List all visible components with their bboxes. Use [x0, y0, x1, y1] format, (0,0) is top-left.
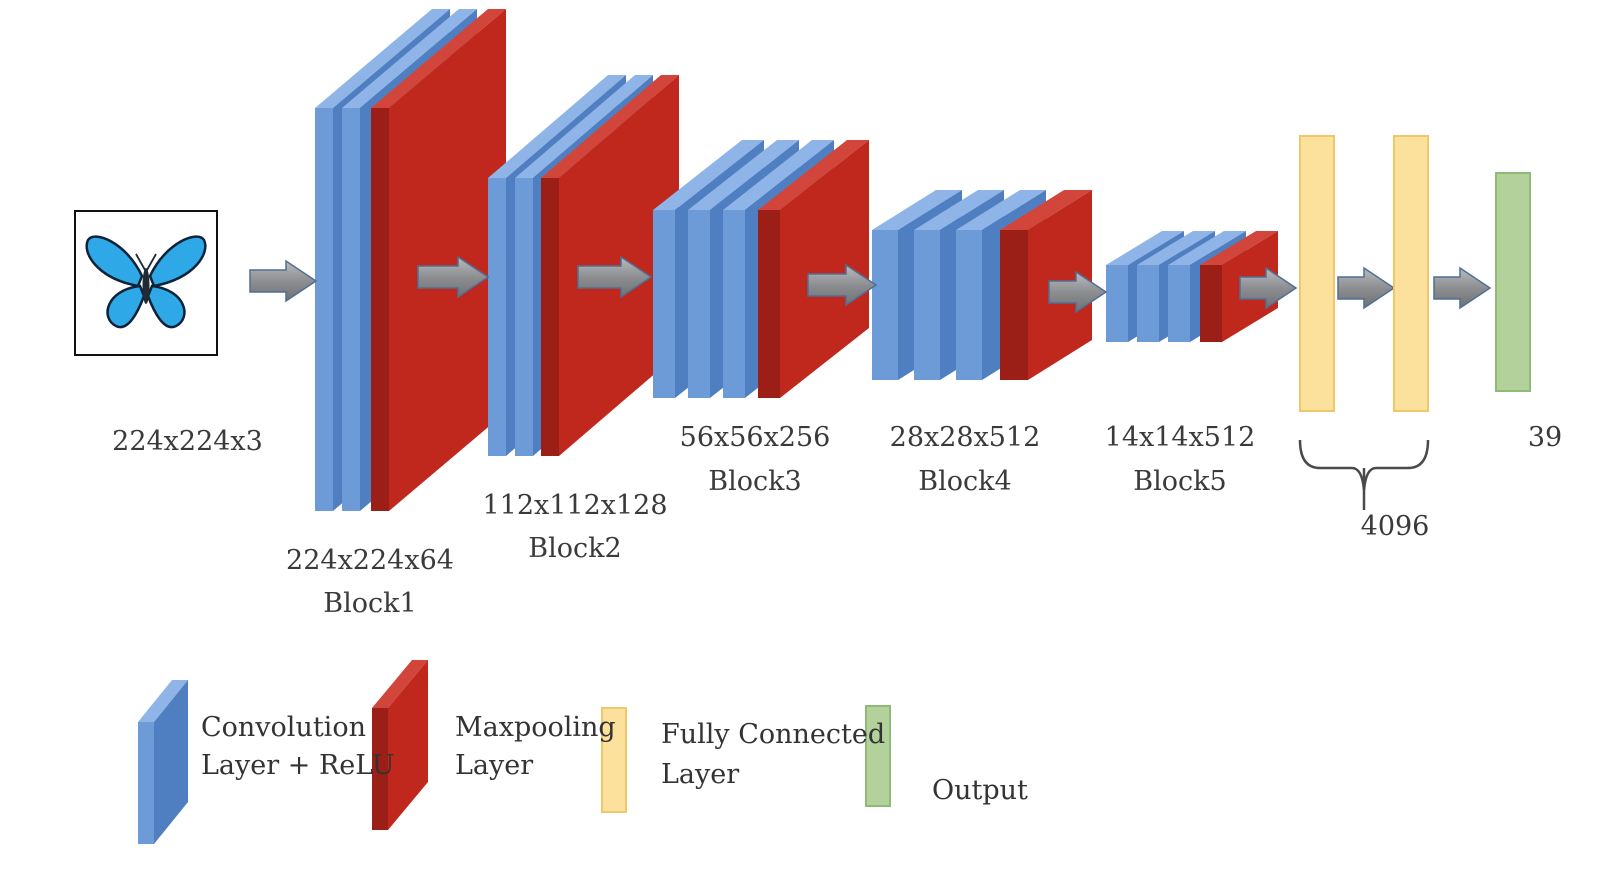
arrow-input-to-block1 — [249, 259, 318, 303]
block5-conv-layer-3-top — [1168, 231, 1246, 265]
block5-conv-layer-1-face — [1106, 265, 1128, 342]
block5-conv-layer-3-face — [1168, 265, 1190, 342]
legend-pool-swatch-top — [372, 660, 428, 708]
butterfly-upper-right-wing — [148, 235, 207, 288]
arrow-block1-to-block2 — [417, 255, 490, 299]
block1 — [315, 9, 506, 511]
arrow-block2-to-block3 — [577, 255, 653, 299]
legend-conv-swatch-face — [138, 722, 154, 844]
butterfly-antennae — [135, 253, 157, 271]
legend-conv-swatch-top — [138, 680, 188, 722]
block4-conv-layer-3-face — [956, 230, 982, 380]
block3-maxpool-layer-top — [758, 140, 869, 210]
block3-conv-layer-3-face — [723, 210, 745, 398]
arrow-block4-to-block5 — [1048, 270, 1108, 314]
input-dims-label: 224x224x3 — [112, 426, 263, 457]
block2-dims-label: 112x112x128 — [482, 490, 668, 521]
butterfly-lower-left-wing — [106, 284, 146, 329]
block3-conv-layer-2-face — [688, 210, 710, 398]
legend-fc-line2: Layer — [661, 759, 740, 790]
legend-fc-line1: Fully Connected — [661, 719, 886, 750]
block5-name-label: Block5 — [1133, 466, 1227, 497]
butterfly-icon — [85, 235, 207, 329]
block4-conv-layer-1-top — [872, 190, 962, 230]
block4-name-label: Block4 — [918, 466, 1012, 497]
block5-conv-layer-2-top — [1137, 231, 1215, 265]
legend-conv-line1: Convolution — [201, 712, 366, 743]
block1-conv-layer-1-face — [315, 108, 333, 511]
block5-maxpool-layer-face — [1200, 265, 1222, 342]
block2-conv-layer-1-top — [488, 75, 626, 178]
block4-conv-layer-3-top — [956, 190, 1046, 230]
butterfly-upper-left-wing — [85, 235, 144, 288]
block2-maxpool-layer-top — [541, 75, 679, 178]
block1-name-label: Block1 — [323, 588, 417, 619]
block5 — [1106, 231, 1278, 342]
legend-pool-line1: Maxpooling — [455, 712, 616, 743]
arrow-fc1-to-fc2 — [1337, 266, 1396, 310]
butterfly-body — [142, 268, 150, 304]
legend-pool-line2: Layer — [455, 750, 534, 781]
block1-conv-layer-2-face — [342, 108, 360, 511]
output-units-label: 39 — [1527, 422, 1563, 453]
block1-maxpool-layer-face — [371, 108, 389, 511]
block3-dims-label: 56x56x256 — [679, 422, 831, 453]
block4-maxpool-layer-top — [1000, 190, 1092, 230]
block3-maxpool-layer-face — [758, 210, 780, 398]
arrow-block3-to-block4 — [807, 263, 878, 307]
block3-conv-layer-2-top — [688, 140, 799, 210]
block4-conv-layer-1-face — [872, 230, 898, 380]
output-layer — [1495, 172, 1531, 392]
block2-name-label: Block2 — [528, 533, 622, 564]
block4-maxpool-layer-face — [1000, 230, 1028, 380]
block1-conv-layer-2-top — [342, 9, 477, 108]
block5-dims-label: 14x14x512 — [1104, 422, 1256, 453]
block4-dims-label: 28x28x512 — [889, 422, 1041, 453]
fc-units-label: 4096 — [1360, 511, 1430, 542]
block3-conv-layer-1-top — [653, 140, 764, 210]
legend-output-swatch — [865, 705, 891, 807]
arrow-fc2-to-output — [1433, 266, 1492, 310]
block4-conv-layer-2-top — [914, 190, 1004, 230]
block3-maxpool-layer-side — [780, 140, 869, 398]
block3-name-label: Block3 — [708, 466, 802, 497]
block1-conv-layer-1-top — [315, 9, 450, 108]
block4-conv-layer-2-face — [914, 230, 940, 380]
block3-conv-layer-3-top — [723, 140, 834, 210]
block4 — [872, 190, 1092, 380]
arrow-block5-to-fc1 — [1239, 266, 1298, 310]
legend — [138, 660, 891, 844]
legend-conv-swatch-side — [154, 680, 188, 844]
block5-conv-layer-2-face — [1137, 265, 1159, 342]
legend-fc-swatch — [601, 707, 627, 813]
fc-layer-1 — [1299, 135, 1335, 412]
legend-conv-line2: Layer + ReLU — [201, 750, 395, 781]
fc-layer-2 — [1393, 135, 1429, 412]
block1-maxpool-layer-top — [371, 9, 506, 108]
block2-conv-layer-2-face — [515, 178, 533, 456]
legend-pool-swatch-side — [388, 660, 428, 830]
legend-output-label: Output — [932, 775, 1028, 806]
block2-maxpool-layer-face — [541, 178, 559, 456]
block1-maxpool-layer-side — [389, 9, 506, 511]
input-image — [74, 210, 218, 356]
legend-pool-swatch-face — [372, 708, 388, 830]
block5-maxpool-layer-top — [1200, 231, 1278, 265]
block2-conv-layer-2-top — [515, 75, 653, 178]
block3 — [653, 140, 869, 398]
butterfly-lower-right-wing — [146, 284, 186, 329]
block2-conv-layer-1-face — [488, 178, 506, 456]
block5-conv-layer-1-top — [1106, 231, 1184, 265]
block3-conv-layer-1-face — [653, 210, 675, 398]
block1-dims-label: 224x224x64 — [286, 545, 454, 576]
